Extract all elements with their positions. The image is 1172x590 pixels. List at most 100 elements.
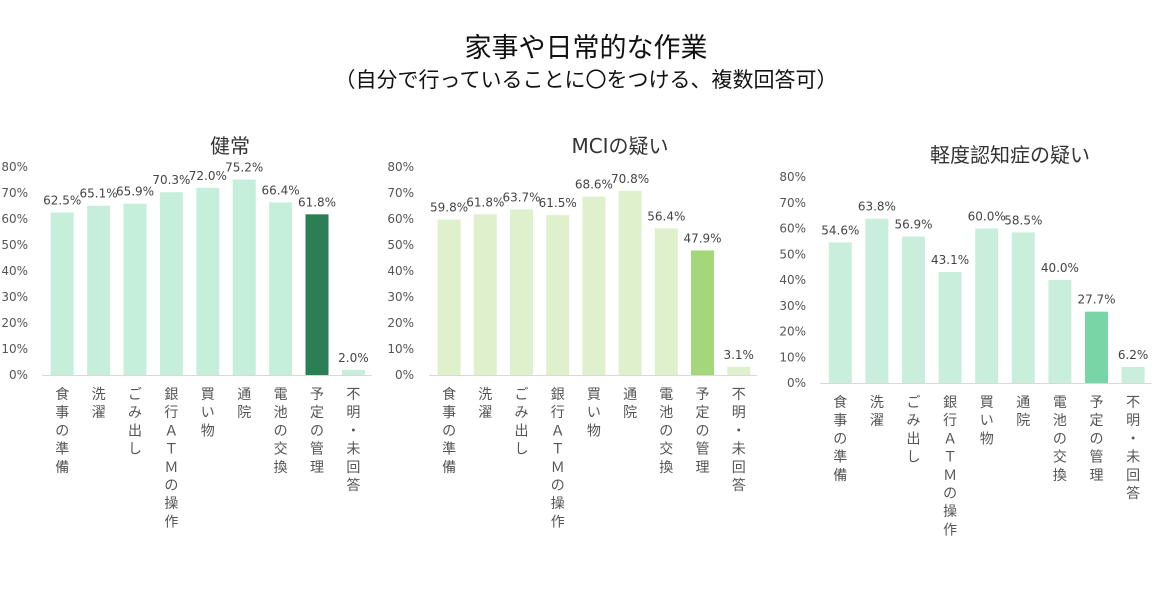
data-label: 63.7%	[502, 190, 540, 204]
page-title: 家事や日常的な作業	[464, 33, 708, 64]
bar	[305, 214, 329, 375]
data-label: 63.8%	[858, 200, 896, 214]
bar	[654, 228, 678, 375]
y-tick-label: 0%	[9, 368, 28, 382]
x-category-label: 予定の管理	[310, 387, 324, 476]
data-label: 58.5%	[1004, 213, 1042, 227]
x-category-label: ごみ出し	[907, 395, 921, 466]
x-category-label: 電池の交換	[1053, 395, 1067, 484]
y-tick-label: 60%	[779, 222, 806, 236]
chart-title: 健常	[210, 134, 250, 158]
y-tick-label: 10%	[779, 350, 806, 364]
data-label: 61.8%	[466, 195, 504, 209]
x-category-label: 銀行ＡＴＭの操作	[943, 395, 957, 538]
x-category-label: 食事の準備	[833, 394, 847, 484]
bar	[1011, 232, 1035, 383]
bar	[123, 203, 147, 375]
x-category-label: 洗濯	[870, 395, 884, 429]
y-tick-label: 60%	[1, 212, 28, 226]
y-tick-label: 20%	[387, 316, 414, 330]
y-tick-label: 60%	[387, 212, 414, 226]
bar	[510, 209, 533, 375]
data-label: 61.8%	[298, 195, 336, 209]
bar	[828, 242, 852, 383]
data-label: 59.8%	[430, 201, 468, 215]
y-tick-label: 20%	[1, 316, 28, 330]
x-category-label: 銀行ＡＴＭの操作	[164, 387, 178, 530]
data-label: 56.9%	[894, 217, 932, 231]
data-label: 65.9%	[116, 185, 154, 199]
y-tick-label: 70%	[779, 196, 806, 210]
bar	[546, 215, 570, 375]
x-category-label: 買い物	[587, 387, 601, 439]
bar	[196, 187, 220, 375]
bar	[582, 196, 606, 375]
bar	[232, 179, 256, 375]
y-tick-label: 40%	[387, 264, 414, 278]
bar	[87, 205, 111, 375]
bar	[618, 190, 642, 375]
x-category-label: 食事の準備	[55, 386, 69, 476]
chart-title: 軽度認知症の疑い	[930, 143, 1090, 167]
x-category-label: 不明・未回答	[346, 387, 360, 494]
y-tick-label: 0%	[787, 376, 806, 390]
data-label: 68.6%	[575, 178, 613, 192]
data-label: 54.6%	[821, 223, 859, 237]
data-label: 65.1%	[80, 187, 118, 201]
x-category-label: 予定の管理	[696, 387, 710, 476]
x-category-label: 銀行ＡＴＭの操作	[551, 387, 565, 530]
bar	[1048, 280, 1072, 383]
bar	[437, 219, 461, 375]
bar	[902, 236, 925, 383]
x-category-label: 電池の交換	[659, 387, 673, 476]
y-tick-label: 40%	[1, 264, 28, 278]
bar	[727, 366, 751, 375]
y-tick-label: 50%	[1, 238, 28, 252]
y-tick-label: 50%	[387, 238, 414, 252]
data-label: 60.0%	[968, 210, 1006, 224]
y-tick-label: 20%	[779, 325, 806, 339]
x-category-label: 不明・未回答	[1126, 395, 1140, 502]
y-tick-label: 30%	[779, 299, 806, 313]
bar	[341, 369, 365, 375]
data-label: 40.0%	[1041, 261, 1079, 275]
x-category-label: 通院	[1016, 395, 1030, 429]
data-label: 56.4%	[647, 209, 685, 223]
bar	[1121, 367, 1145, 383]
x-category-label: 予定の管理	[1090, 395, 1104, 484]
y-tick-label: 30%	[1, 290, 28, 304]
x-category-label: 通院	[623, 387, 637, 421]
y-tick-label: 0%	[395, 368, 414, 382]
bar	[865, 218, 889, 383]
x-category-label: 食事の準備	[442, 386, 456, 476]
x-category-label: 買い物	[201, 387, 215, 439]
data-label: 70.3%	[152, 173, 190, 187]
y-tick-label: 10%	[1, 342, 28, 356]
data-label: 75.2%	[225, 160, 263, 174]
x-category-label: 電池の交換	[274, 387, 288, 476]
y-tick-label: 70%	[1, 186, 28, 200]
x-category-label: 不明・未回答	[732, 387, 746, 494]
y-tick-label: 80%	[779, 170, 806, 184]
bar	[691, 250, 714, 375]
y-tick-label: 10%	[387, 342, 414, 356]
data-label: 3.1%	[723, 348, 754, 362]
x-category-label: ごみ出し	[515, 387, 529, 458]
y-tick-label: 40%	[779, 273, 806, 287]
bar	[50, 212, 74, 375]
bar	[473, 214, 497, 375]
x-category-label: 洗濯	[478, 387, 492, 421]
y-tick-label: 70%	[387, 186, 414, 200]
x-category-label: 通院	[237, 387, 251, 421]
data-label: 2.0%	[338, 351, 369, 365]
x-category-label: ごみ出し	[128, 387, 142, 458]
y-tick-label: 80%	[1, 160, 28, 174]
x-category-label: 買い物	[980, 395, 994, 447]
data-label: 27.7%	[1077, 293, 1115, 307]
data-label: 62.5%	[43, 194, 81, 208]
chart-title: MCIの疑い	[571, 134, 668, 158]
data-label: 72.0%	[189, 169, 227, 183]
